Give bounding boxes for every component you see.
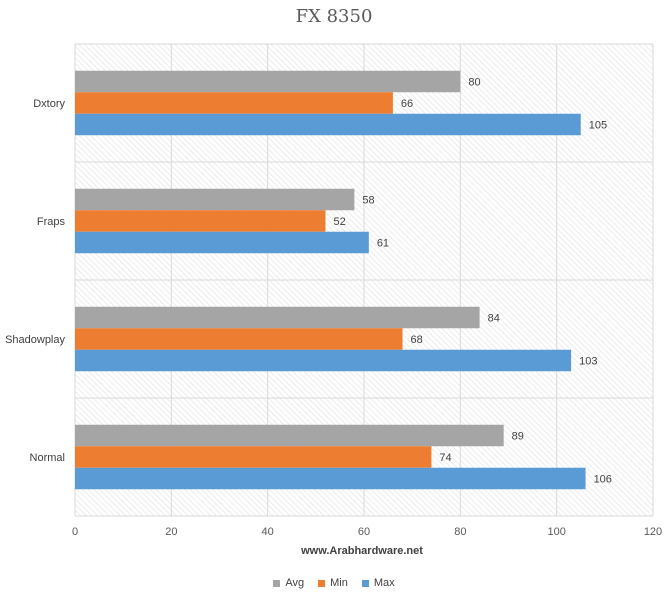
legend-item-min: Min xyxy=(318,577,348,589)
data-label: 58 xyxy=(362,195,374,207)
bar-avg xyxy=(75,306,480,329)
bar-avg xyxy=(75,70,461,93)
x-tick-label: 0 xyxy=(72,526,78,538)
data-label: 61 xyxy=(377,238,389,250)
legend: Avg Min Max xyxy=(0,577,668,589)
legend-swatch xyxy=(273,579,281,587)
bar-max xyxy=(75,231,369,254)
legend-label: Min xyxy=(330,577,348,589)
category-label: Fraps xyxy=(37,216,66,228)
x-tick-label: 40 xyxy=(262,526,274,538)
bar-max xyxy=(75,467,586,490)
x-tick-label: 60 xyxy=(358,526,370,538)
x-tick-label: 100 xyxy=(547,526,565,538)
bar-avg xyxy=(75,188,355,211)
x-axis-title: www.Arabhardware.net xyxy=(300,545,423,557)
category-label: Shadowplay xyxy=(5,334,65,346)
category-label: Normal xyxy=(30,452,65,464)
data-label: 103 xyxy=(579,356,597,368)
legend-swatch xyxy=(361,579,369,587)
x-tick-label: 120 xyxy=(644,526,662,538)
data-label: 105 xyxy=(589,120,607,132)
plot-area: 0 20 40 60 80 100 120 Dxtory 80 66 105 Fraps 58 52 61 S… xyxy=(5,43,662,557)
x-tick-label: 80 xyxy=(454,526,466,538)
legend-item-avg: Avg xyxy=(273,577,304,589)
bar-min xyxy=(75,210,326,232)
data-label: 89 xyxy=(512,431,524,443)
data-label: 66 xyxy=(401,98,413,110)
legend-swatch xyxy=(318,579,326,587)
bar-max xyxy=(75,113,581,136)
data-label: 84 xyxy=(488,313,500,325)
data-label: 52 xyxy=(333,216,345,228)
bar-min xyxy=(75,328,403,350)
data-label: 68 xyxy=(411,334,423,346)
legend-label: Avg xyxy=(285,577,305,589)
category-label: Dxtory xyxy=(33,98,65,110)
data-label: 80 xyxy=(468,77,480,89)
legend-label: Max xyxy=(373,577,395,589)
x-tick-label: 20 xyxy=(165,526,177,538)
chart-title: FX 8350 xyxy=(295,6,373,27)
bar-min xyxy=(75,92,393,114)
data-label: 74 xyxy=(439,452,451,464)
bar-avg xyxy=(75,424,504,447)
bar-min xyxy=(75,446,432,468)
bar-max xyxy=(75,349,572,372)
legend-item-max: Max xyxy=(361,577,395,589)
data-label: 106 xyxy=(594,474,612,486)
